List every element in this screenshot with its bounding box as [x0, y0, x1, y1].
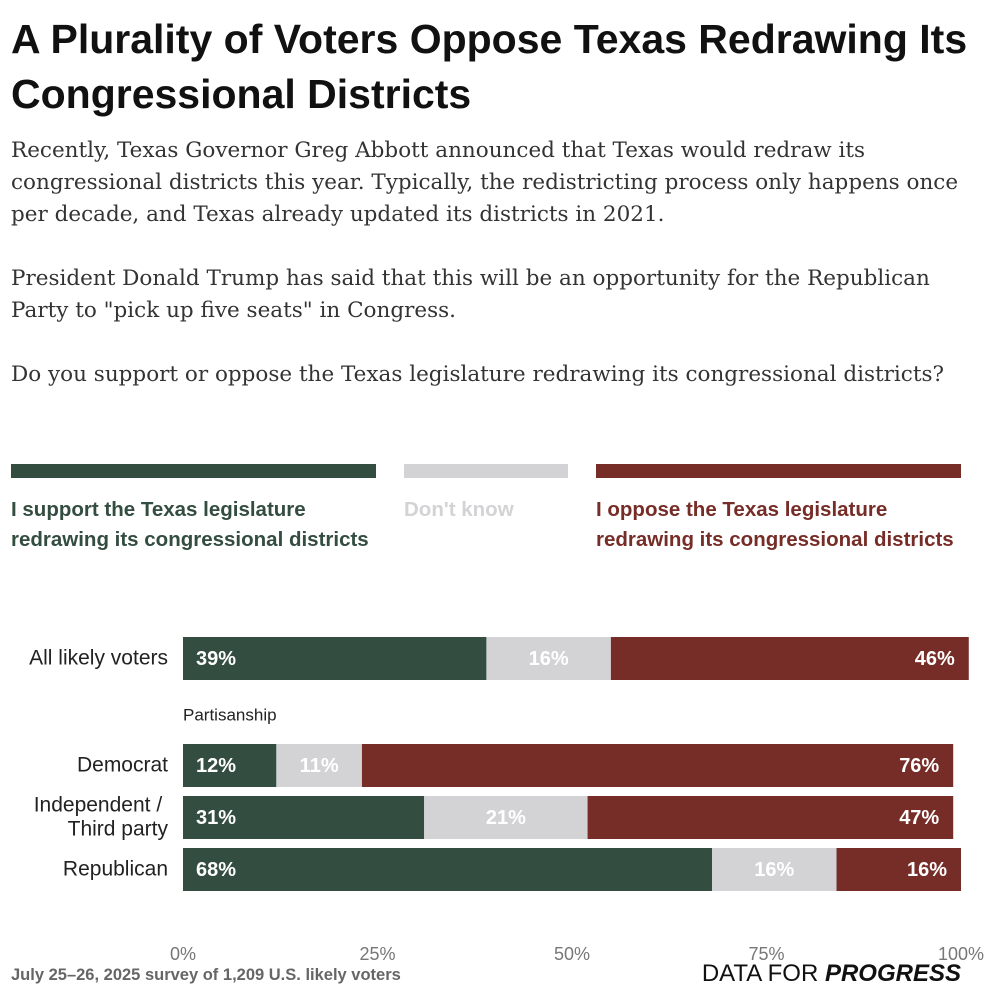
bar-segment [486, 637, 611, 680]
data-label: 68% [196, 859, 236, 881]
legend-label: I support the Texas legislature redrawin… [11, 498, 369, 551]
group-label: Partisanship [183, 705, 277, 724]
chart-title: A Plurality of Voters Oppose Texas Redra… [11, 16, 968, 117]
legend-swatch [404, 464, 568, 478]
source: July 25–26, 2025 survey of 1,209 U.S. li… [11, 966, 401, 984]
legend-swatch [11, 464, 376, 478]
data-label: 21% [486, 807, 526, 829]
x-tick-label: 0% [170, 944, 196, 964]
category-label: Democrat [77, 753, 168, 776]
data-label: 16% [907, 859, 947, 881]
intro-text: Recently, Texas Governor Greg Abbott ann… [11, 138, 959, 227]
data-label: 11% [300, 755, 339, 777]
bar-segment [183, 848, 713, 891]
data-label: 16% [529, 648, 569, 670]
bar-segment [836, 848, 961, 891]
legend-label: I oppose the Texas legislature redrawing… [596, 498, 954, 551]
bar-segment [424, 796, 588, 839]
x-tick-label: 100% [938, 944, 984, 964]
data-label: 47% [899, 807, 939, 829]
data-label: 39% [196, 648, 236, 670]
bar-segment [361, 744, 954, 787]
intro-text: President Donald Trump has said that thi… [11, 266, 930, 323]
x-tick-label: 75% [748, 944, 784, 964]
bar-segment [183, 637, 487, 680]
bar-segment [587, 796, 954, 839]
intro-text: Do you support or oppose the Texas legis… [11, 362, 945, 387]
category-label: Independent / Third party [34, 793, 169, 840]
brand: DATA FOR PROGRESS [702, 960, 961, 988]
legend-swatch [596, 464, 961, 478]
bar-segment [183, 796, 425, 839]
x-tick-label: 50% [554, 944, 590, 964]
bar-segment [712, 848, 837, 891]
bar-segment [183, 744, 277, 787]
data-label: 31% [196, 807, 236, 829]
category-label: All likely voters [29, 646, 168, 669]
intro: Recently, Texas Governor Greg Abbott ann… [11, 135, 971, 423]
data-label: 46% [915, 648, 955, 670]
bar-segment [276, 744, 362, 787]
legend-item: I support the Texas legislature redrawin… [11, 464, 376, 555]
category-label: Republican [63, 857, 168, 880]
brand-text: DATA FOR [701, 960, 819, 987]
data-label: 76% [899, 755, 939, 777]
x-tick-label: 25% [359, 944, 395, 964]
data-label: 16% [754, 859, 794, 881]
data-label: 12% [196, 755, 236, 777]
bar-segment [610, 637, 969, 680]
legend-item: Don't know [404, 464, 568, 525]
brand-text: PROGRESS [824, 960, 961, 987]
legend-item: I oppose the Texas legislature redrawing… [596, 464, 961, 555]
legend-label: Don't know [404, 498, 514, 521]
